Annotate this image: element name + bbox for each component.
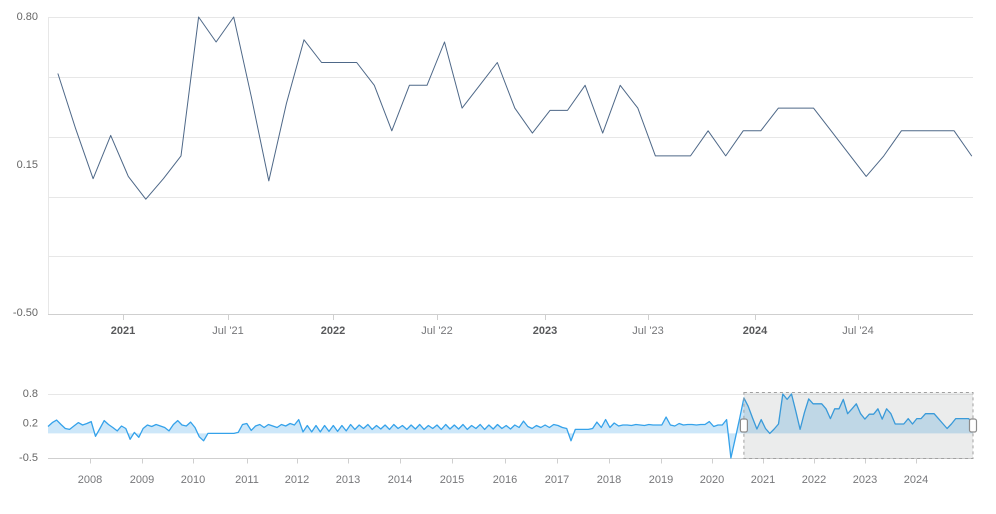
navigator-x-axis-label: 2022	[802, 474, 826, 486]
navigator-x-axis-label: 2009	[130, 474, 154, 486]
navigator-x-axis-label: 2011	[235, 474, 259, 486]
main-plot-area[interactable]	[48, 17, 973, 315]
navigator-x-axis-label: 2008	[78, 474, 102, 486]
navigator-selected-range[interactable]	[743, 392, 974, 459]
navigator-x-axis-label: 2014	[388, 474, 412, 486]
main-chart: 0.80 0.15 -0.50 2021 Jul '21 2022 Jul '22 2023 J…	[13, 11, 973, 337]
main-x-axis-label: Jul '24	[842, 325, 873, 337]
navigator-x-axis-label: 2021	[751, 474, 775, 486]
main-x-axis-label: 2023	[533, 325, 557, 337]
navigator-y-axis-label: 0.8	[23, 388, 38, 400]
navigator: 0.8 0.2 -0.5 2008 2009 2010 2011 2012 2013 2014 20…	[19, 388, 978, 486]
navigator-y-axis-label: 0.2	[23, 418, 38, 430]
navigator-x-axis-label: 2024	[904, 474, 928, 486]
navigator-x-axis-label: 2016	[493, 474, 517, 486]
main-x-axis-label: 2022	[321, 325, 345, 337]
main-y-axis-label: -0.50	[13, 307, 38, 319]
main-x-axis-label: 2021	[111, 325, 135, 337]
navigator-x-axis-label: 2019	[649, 474, 673, 486]
navigator-x-axis-label: 2017	[545, 474, 569, 486]
navigator-x-axis-label: 2010	[181, 474, 205, 486]
navigator-x-axis-label: 2012	[285, 474, 309, 486]
navigator-x-axis-label: 2015	[440, 474, 464, 486]
main-x-axis-label: Jul '23	[632, 325, 663, 337]
main-x-axis-label: Jul '22	[421, 325, 452, 337]
main-y-axis-label: 0.80	[17, 11, 38, 23]
navigator-x-axis-label: 2023	[853, 474, 877, 486]
main-y-axis-label: 0.15	[17, 159, 38, 171]
navigator-handle-right[interactable]	[968, 418, 978, 433]
navigator-x-axis-label: 2020	[700, 474, 724, 486]
main-series-line	[57, 16, 973, 200]
navigator-handle-left[interactable]	[739, 418, 749, 433]
navigator-x-axis-label: 2018	[597, 474, 621, 486]
navigator-x-axis-label: 2013	[336, 474, 360, 486]
navigator-y-axis-label: -0.5	[19, 452, 38, 464]
navigator-series-line	[47, 393, 974, 459]
main-x-axis-label: Jul '21	[212, 325, 243, 337]
main-x-axis-label: 2024	[743, 325, 768, 337]
